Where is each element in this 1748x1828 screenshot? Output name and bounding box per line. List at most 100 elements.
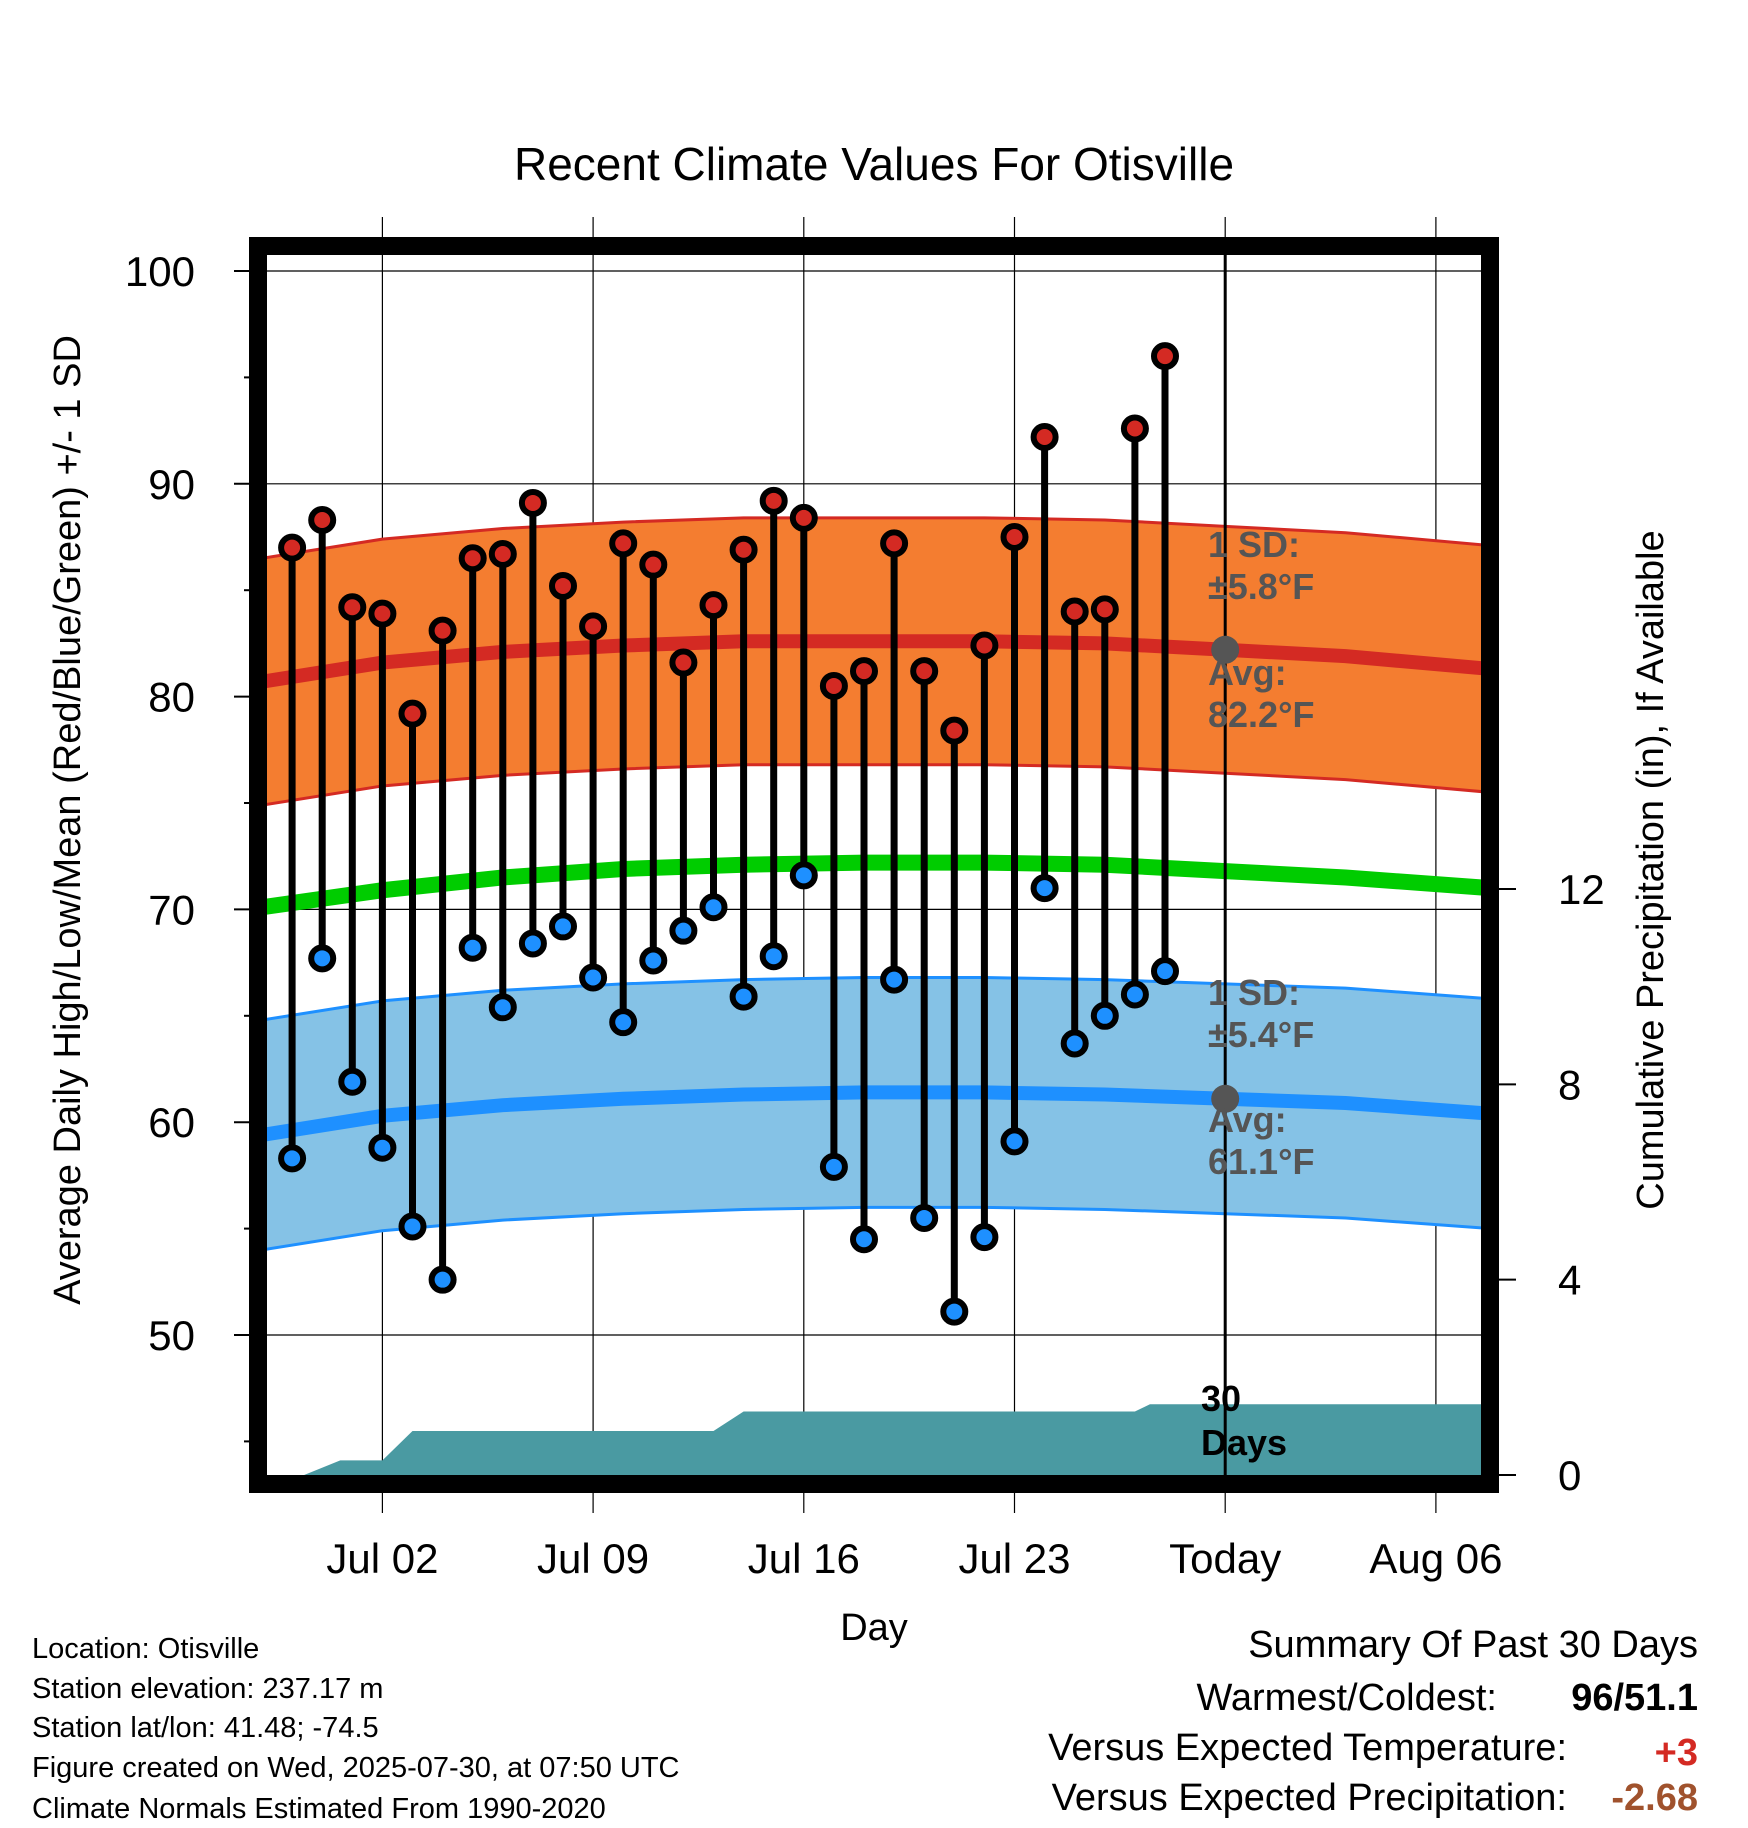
y-axis-ticks: 100 90 80 70 60 50 [125,248,258,1443]
y-tick-label: 70 [148,886,195,933]
y-tick-label: 80 [148,674,195,721]
low-point [1120,980,1149,1009]
low-sd-value: ±5.4°F [1208,1014,1314,1055]
y2-tick-label: 8 [1558,1061,1581,1108]
low-point [1151,957,1179,986]
summary-title: Summary Of Past 30 Days [1248,1624,1698,1666]
high-point [518,488,547,517]
y-tick-label: 100 [125,248,195,295]
low-point [699,893,728,922]
today-days-count: 30 [1201,1378,1241,1419]
high-avg-line [267,634,1481,688]
low-point [669,916,698,945]
x-tick-label: Jul 02 [326,1535,438,1582]
summary-warmest-label: Warmest/Coldest: [1196,1677,1497,1719]
low-avg-value: 61.1°F [1208,1141,1314,1182]
info-created: Figure created on Wed, 2025-07-30, at 07… [32,1752,680,1784]
high-point [1090,595,1119,624]
summary-precip-value: -2.68 [1611,1777,1698,1819]
low-point [338,1067,367,1096]
plot-frame [249,237,1499,1493]
low-point [850,1225,878,1254]
low-point [819,1152,848,1181]
high-point [398,699,427,728]
info-location: Location: Otisville [32,1633,259,1665]
info-elevation: Station elevation: 237.17 m [32,1673,383,1705]
low-point [579,963,608,992]
x-tick-label: Today [1169,1535,1281,1582]
low-point [789,861,818,890]
high-sd-value: ±5.8°F [1208,566,1314,607]
mean-line [267,854,1481,915]
summary-precip-label: Versus Expected Precipitation: [1052,1777,1567,1819]
low-point [518,929,547,958]
today-days-word: Days [1201,1422,1287,1463]
high-sd-upper-line [267,516,1481,560]
high-point [669,648,698,677]
x-tick-label: Jul 16 [748,1535,860,1582]
chart-title: Recent Climate Values For Otisville [514,138,1234,190]
y-tick-label: 50 [148,1312,195,1359]
info-latlon: Station lat/lon: 41.48; -74.5 [32,1712,379,1744]
high-avg-value: 82.2°F [1208,694,1314,735]
low-point [308,944,337,973]
y2-tick-label: 12 [1558,866,1605,913]
daily-stems [288,356,1169,1312]
low-point [880,965,909,994]
low-point [278,1144,307,1173]
y2-axis-label: Cumulative Precipitation (in), If Availa… [1630,530,1672,1209]
high-avg-label: Avg: [1208,652,1287,693]
low-point [368,1133,397,1162]
low-sd-band [267,977,1481,1250]
high-point [609,529,638,558]
low-point [458,933,487,962]
x-tick-label: Aug 06 [1369,1535,1502,1582]
low-point [1090,1001,1119,1030]
low-point [729,982,758,1011]
high-point [338,593,367,622]
summary-panel: Summary Of Past 30 Days Warmest/Coldest:… [1048,1624,1698,1819]
y2-axis-ticks: 12 8 4 0 [1490,866,1605,1499]
info-normals: Climate Normals Estimated From 1990-2020 [32,1793,606,1825]
low-point [398,1212,427,1241]
low-avg-label: Avg: [1208,1099,1287,1140]
low-point [639,946,668,975]
high-point [1030,422,1059,451]
x-tick-label: Jul 09 [537,1535,649,1582]
x-axis-ticks: Jul 02 Jul 09 Jul 16 Jul 23 Today Aug 06 [326,1535,1502,1582]
high-point [940,716,969,745]
precip-layer [267,1404,1481,1475]
high-point [850,657,878,686]
high-point [1000,523,1029,551]
x-tick-label: Jul 23 [958,1535,1070,1582]
high-point [639,550,668,579]
y2-tick-label: 0 [1558,1452,1581,1499]
high-point [789,503,818,532]
low-point [910,1203,939,1232]
station-info: Location: Otisville Station elevation: 2… [32,1633,680,1825]
low-point [488,993,517,1022]
low-point [428,1265,457,1294]
high-point [970,631,999,660]
high-point [428,616,457,645]
precip-area [267,1404,1481,1475]
high-point [278,533,307,562]
high-point [759,486,788,515]
high-point [819,671,848,700]
y-tick-label: 60 [148,1099,195,1146]
high-point [368,599,397,628]
low-point [1060,1029,1089,1058]
today-high-avg-dot [1211,635,1240,664]
high-point [308,505,337,534]
low-point [609,1008,638,1037]
low-point [759,942,788,971]
high-sd-label: 1 SD: [1208,524,1300,565]
low-point [549,912,577,941]
y-tick-label: 90 [148,461,195,508]
high-point [549,571,577,600]
daily-points [278,342,1179,1326]
